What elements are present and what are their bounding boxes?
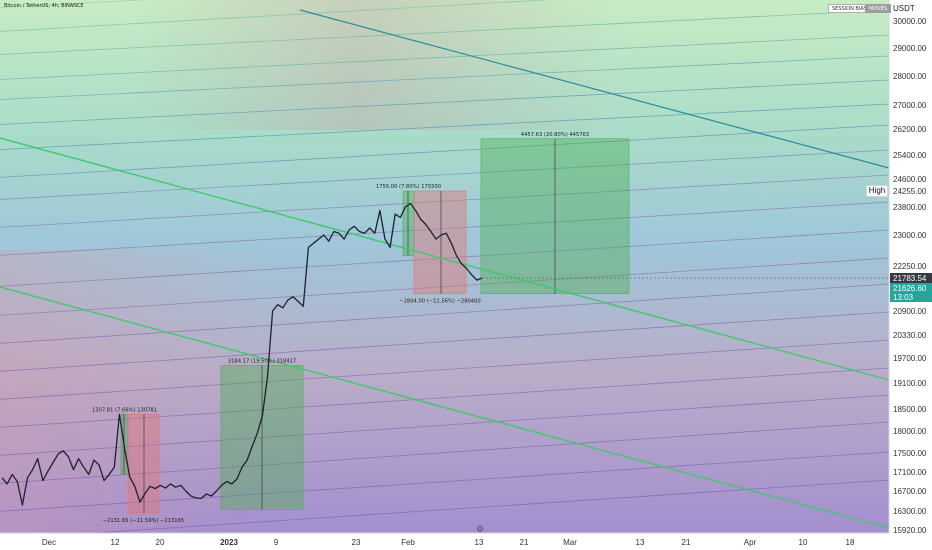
price-tick-label: 20330.00 — [893, 331, 927, 340]
price-tick-label: 19100.00 — [893, 379, 927, 388]
time-axis-background — [0, 533, 889, 550]
measure-box-loss — [127, 413, 160, 514]
time-tick-label: 13 — [636, 538, 645, 547]
plot-tint-top — [0, 0, 889, 130]
last-price-tag — [890, 273, 932, 283]
high-label: High — [866, 185, 888, 197]
moves-badge[interactable]: MOVES — [865, 4, 891, 13]
time-axis[interactable]: Dec 12 20 2023 9 23 Feb 13 21 Mar 13 21 Apr 10 18 — [42, 538, 855, 547]
channel-line — [0, 367, 890, 428]
channel-line — [0, 257, 890, 316]
price-tick-label: 22250.00 — [893, 262, 927, 271]
price-tick-label: 15920.00 — [893, 526, 927, 535]
trend-line-upper — [0, 137, 890, 381]
channel-line — [0, 55, 890, 100]
time-tick-label: 12 — [111, 538, 120, 547]
measure-box-gain — [402, 190, 415, 256]
symbol-title: Bitcoin / TetherUS, 4h, BINANCE — [4, 3, 84, 9]
price-tick-label: 27000.00 — [893, 101, 927, 110]
time-tick-label: 13 — [475, 538, 484, 547]
channel-line — [0, 149, 890, 200]
price-tick-label: 17100.00 — [893, 468, 927, 477]
measure-label: 3184.17 (19.50%) 318417 — [228, 359, 296, 365]
time-tick-label: 18 — [846, 538, 855, 547]
measure-label: 4457.63 (20.80%) 445763 — [521, 132, 589, 138]
price-tick-label: 16700.00 — [893, 487, 927, 496]
channel-line — [0, 201, 890, 256]
price-tick-label: 20900.00 — [893, 307, 927, 316]
channel-line — [0, 79, 890, 125]
current-price-value: 21626.60 — [893, 284, 927, 293]
time-tick-label: Mar — [563, 538, 577, 547]
price-tick-label: 23800.00 — [893, 203, 927, 212]
countdown-value: 13:03 — [893, 293, 914, 302]
channel-line — [0, 103, 890, 150]
plot-tint-left — [0, 250, 889, 533]
time-tick-label: Feb — [401, 538, 415, 547]
measure-label: −2131.65 (−11.59%) −213165 — [103, 518, 184, 524]
time-tick-label: 10 — [799, 538, 808, 547]
measure-labels: 1307.81 (7.66%) 130781 −2131.65 (−11.59%)… — [92, 132, 589, 524]
time-tick-label: 21 — [520, 538, 529, 547]
price-tick-label: 29000.00 — [893, 44, 927, 53]
channel-line — [0, 339, 890, 400]
last-price-value: 21783.54 — [893, 274, 927, 283]
price-axis[interactable]: 30000.00 29000.00 28000.00 27000.00 26200.00… — [893, 17, 927, 535]
measure-label: 1307.81 (7.66%) 130781 — [92, 407, 157, 413]
price-tick-label: 24600.00 — [893, 175, 927, 184]
time-tick-label: Apr — [744, 538, 757, 547]
channel-line — [0, 229, 890, 287]
trend-lines — [0, 9, 890, 529]
measure-label: 1755.00 (7.80%) 175500 — [376, 184, 441, 190]
time-tick-label: 21 — [682, 538, 691, 547]
channel-line — [0, 394, 890, 456]
price-tick-label: 18500.00 — [893, 405, 927, 414]
price-tick-label: 26200.00 — [893, 125, 927, 134]
price-tick-label: 28000.00 — [893, 72, 927, 81]
channel-line — [0, 421, 890, 484]
time-tick-label: Dec — [42, 538, 56, 547]
channel-line — [0, 479, 890, 540]
channel-line — [0, 311, 890, 372]
settings-gear-icon[interactable]: ⚙ — [476, 524, 485, 534]
trend-line-resistance — [299, 9, 890, 169]
channel-line — [0, 9, 890, 55]
price-tick-label: 25400.00 — [893, 151, 927, 160]
measure-box-loss — [413, 190, 467, 294]
current-price-tag — [890, 283, 932, 302]
price-tick-label: 18000.00 — [893, 427, 927, 436]
price-tick-label: 17500.00 — [893, 449, 927, 458]
channel-line — [0, 283, 890, 344]
price-tick-label: 23000.00 — [893, 231, 927, 240]
channel-line — [0, 0, 551, 32]
price-tick-label: 30000.00 — [893, 17, 927, 26]
measure-label: −2804.00 (−11.56%) −280400 — [399, 299, 480, 305]
price-line — [1, 202, 483, 506]
channel-line — [0, 34, 890, 80]
time-tick-label: 23 — [352, 538, 361, 547]
currency-label: USDT — [893, 4, 915, 13]
price-series — [1, 202, 483, 506]
time-tick-label: 20 — [156, 538, 165, 547]
time-tick-label: 2023 — [220, 538, 238, 547]
price-tick-label: 24255.00 — [893, 187, 927, 196]
trend-line-lower — [0, 286, 890, 529]
channel-line — [0, 124, 890, 178]
time-tick-label: 9 — [274, 538, 279, 547]
price-tick-label: 16300.00 — [893, 507, 927, 516]
price-tick-label: 19700.00 — [893, 354, 927, 363]
channel-bands — [0, 0, 890, 540]
channel-line — [0, 174, 890, 228]
